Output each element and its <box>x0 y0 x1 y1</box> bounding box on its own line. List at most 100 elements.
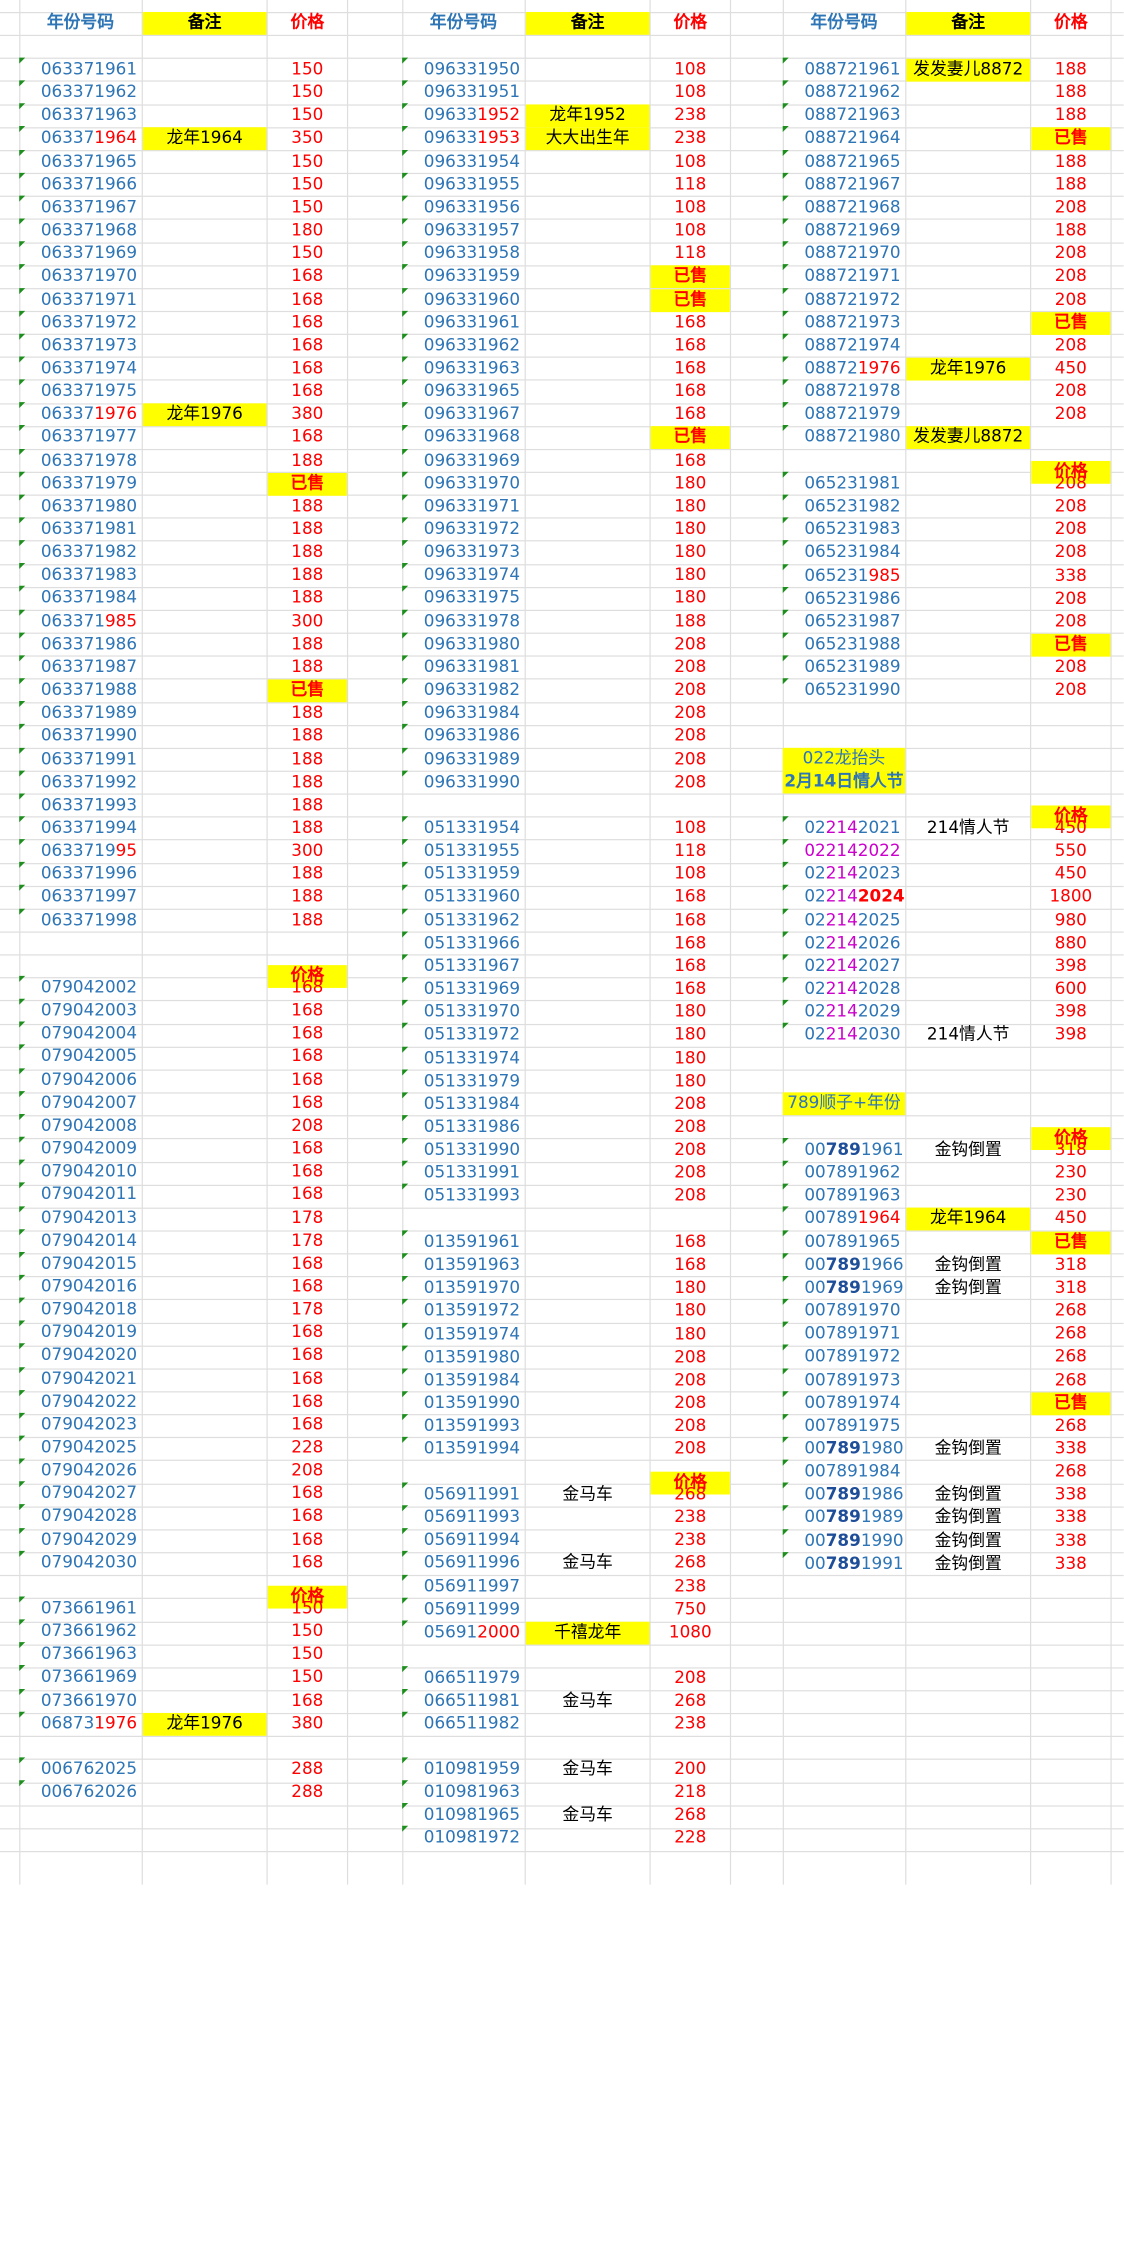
note-cell: 发发妻儿8872 <box>906 58 1031 82</box>
grid-hline <box>0 1437 1124 1439</box>
price-cell: 150 <box>291 151 324 172</box>
cell-marker-icon <box>782 103 789 110</box>
phone-number: 096331957 <box>424 220 527 243</box>
number-segment: 096331960 <box>423 289 521 310</box>
number-segment: 1976 <box>94 404 138 425</box>
phone-number: 056911991 <box>424 1484 527 1507</box>
header-price: 价格 <box>673 13 708 33</box>
cell-marker-icon <box>402 1069 409 1076</box>
number-segment: 079042018 <box>40 1300 138 1320</box>
cell-marker-icon <box>19 1458 26 1465</box>
number-segment: 007891972 <box>804 1347 901 1367</box>
price-cell: 188 <box>1054 82 1087 103</box>
price-cell: 168 <box>291 1369 324 1389</box>
cell-marker-icon <box>782 402 789 409</box>
cell-marker-icon <box>402 1757 409 1764</box>
number-segment: 00 <box>804 1140 826 1160</box>
price-cell: 168 <box>291 1530 324 1550</box>
phone-number: 063371982 <box>41 542 144 565</box>
phone-number: 063371965 <box>41 151 144 174</box>
price-cell: 180 <box>674 1324 707 1344</box>
phone-number: 063371978 <box>41 450 144 473</box>
number-segment: 007891965 <box>804 1232 901 1252</box>
number-segment: 063371975 <box>40 381 138 402</box>
cell-marker-icon <box>402 931 409 938</box>
phone-number: 079042007 <box>41 1092 144 1115</box>
cell-marker-icon <box>782 1551 789 1558</box>
phone-number: 063371969 <box>41 243 144 266</box>
number-segment: 2000 <box>477 1622 521 1643</box>
cell-marker-icon <box>19 1665 26 1672</box>
price-cell: 338 <box>1054 1485 1087 1505</box>
phone-number: 013591972 <box>424 1301 527 1324</box>
price-cell: 208 <box>674 1347 707 1367</box>
grid-hline <box>0 34 1124 37</box>
number-segment: 079042030 <box>40 1553 138 1573</box>
phone-number: 079042018 <box>41 1299 144 1322</box>
number-segment: 063371 <box>40 611 105 631</box>
cell-marker-icon <box>19 517 26 524</box>
number-segment: 065231 <box>804 566 869 586</box>
grid-vline <box>524 0 526 1885</box>
phone-number: 096331963 <box>424 358 527 381</box>
price-cell: 168 <box>674 979 707 999</box>
price-cell: 168 <box>291 1139 324 1159</box>
phone-number: 051331955 <box>424 840 527 863</box>
price-cell: 338 <box>1054 1554 1087 1574</box>
cell-marker-icon <box>402 1391 409 1398</box>
price-cell: 168 <box>291 1392 324 1412</box>
cell-marker-icon <box>19 1688 26 1695</box>
number-segment: 088721969 <box>804 220 901 241</box>
phone-number: 096331961 <box>424 312 527 335</box>
note-cell: 金钩倒置 <box>934 1439 1002 1459</box>
number-segment: 063371972 <box>40 312 138 333</box>
number-segment: 065231986 <box>804 589 901 609</box>
price-cell: 188 <box>291 772 324 792</box>
phone-number: 056911994 <box>424 1530 527 1553</box>
number-segment: 096331955 <box>423 174 521 195</box>
price-cell: 398 <box>1054 1025 1087 1045</box>
number-segment: 007891974 <box>804 1393 901 1413</box>
number-segment: 063371989 <box>40 703 138 723</box>
price-cell: 180 <box>674 542 707 562</box>
number-segment: 056911993 <box>423 1507 521 1528</box>
grid-hline <box>0 1529 1124 1531</box>
sold-badge: 已售 <box>1031 127 1111 151</box>
cell-marker-icon <box>402 172 409 179</box>
phone-number: 007891966 <box>804 1254 907 1277</box>
cell-marker-icon <box>782 1436 789 1443</box>
price-cell: 168 <box>674 887 707 907</box>
cell-marker-icon <box>402 1253 409 1260</box>
grid-hline <box>0 1023 1124 1025</box>
phone-number: 096331978 <box>424 611 527 634</box>
phone-number: 007891972 <box>804 1346 907 1369</box>
grid-hline <box>0 402 1124 404</box>
price-cell: 178 <box>291 1208 324 1228</box>
phone-number: 056911999 <box>424 1599 527 1622</box>
phone-number: 051331967 <box>424 955 527 978</box>
cell-marker-icon <box>19 908 26 915</box>
note-cell: 金钩倒置 <box>934 1531 1002 1551</box>
cell-marker-icon <box>19 1550 26 1557</box>
number-segment: 096331980 <box>423 634 521 654</box>
sold-badge: 已售 <box>650 288 730 312</box>
number-segment: 051331969 <box>423 979 521 999</box>
price-cell: 168 <box>674 1255 707 1275</box>
phone-number: 013591963 <box>424 1255 527 1278</box>
number-segment: 079042020 <box>40 1346 138 1366</box>
phone-number: 065231989 <box>804 657 907 680</box>
number-segment: 079042002 <box>40 978 138 998</box>
cell-marker-icon <box>402 609 409 616</box>
cell-marker-icon <box>402 954 409 961</box>
phone-number: 013591974 <box>424 1324 527 1347</box>
price-cell: 208 <box>1054 520 1087 540</box>
phone-number: 007891961 <box>804 1139 907 1162</box>
sold-badge: 已售 <box>1031 633 1111 657</box>
phone-number: 063371992 <box>41 771 144 794</box>
number-segment: 063371988 <box>40 680 138 700</box>
number-segment: 079042011 <box>40 1185 138 1205</box>
price-cell: 380 <box>291 1713 324 1734</box>
price-cell: 208 <box>1054 589 1087 609</box>
cell-marker-icon <box>19 586 26 593</box>
phone-number: 063371998 <box>41 909 144 932</box>
